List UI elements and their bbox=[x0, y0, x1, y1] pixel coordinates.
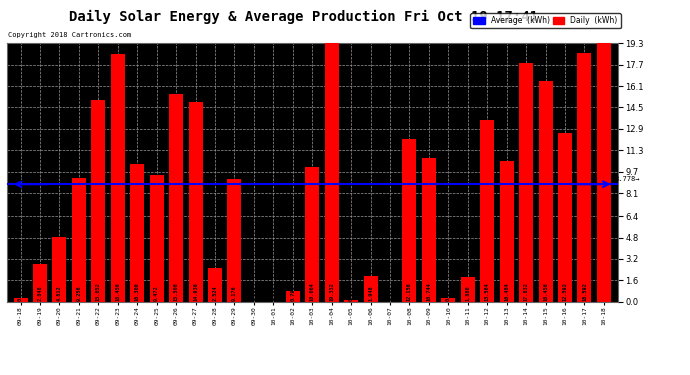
Text: 14.936: 14.936 bbox=[193, 282, 198, 301]
Text: 15.052: 15.052 bbox=[96, 282, 101, 301]
Text: 12.156: 12.156 bbox=[407, 282, 412, 301]
Bar bbox=[111, 54, 125, 302]
Bar bbox=[188, 102, 203, 302]
Legend: Average  (kWh), Daily  (kWh): Average (kWh), Daily (kWh) bbox=[470, 13, 620, 28]
Text: 4.812: 4.812 bbox=[57, 285, 62, 301]
Bar bbox=[169, 94, 183, 302]
Text: 9.176: 9.176 bbox=[232, 285, 237, 301]
Bar bbox=[344, 300, 358, 302]
Text: 10.300: 10.300 bbox=[135, 282, 139, 301]
Text: 1.880: 1.880 bbox=[465, 285, 471, 301]
Text: 9.256: 9.256 bbox=[77, 285, 81, 301]
Text: 13.564: 13.564 bbox=[485, 282, 490, 301]
Text: 8.778→: 8.778→ bbox=[615, 176, 640, 182]
Bar bbox=[402, 139, 417, 302]
Text: 0.160: 0.160 bbox=[348, 285, 353, 301]
Bar bbox=[480, 120, 494, 302]
Text: 19.332: 19.332 bbox=[329, 282, 334, 301]
Bar bbox=[597, 43, 611, 302]
Text: ←8.778: ←8.778 bbox=[12, 176, 37, 182]
Text: 16.456: 16.456 bbox=[543, 282, 548, 301]
Bar bbox=[14, 298, 28, 302]
Text: 2.848: 2.848 bbox=[37, 285, 43, 301]
Bar bbox=[33, 264, 47, 302]
Text: 12.592: 12.592 bbox=[562, 282, 568, 301]
Text: 17.832: 17.832 bbox=[524, 282, 529, 301]
Bar bbox=[578, 53, 591, 302]
Text: 15.508: 15.508 bbox=[174, 282, 179, 301]
Bar bbox=[422, 158, 436, 302]
Text: 10.064: 10.064 bbox=[310, 282, 315, 301]
Bar bbox=[364, 276, 377, 302]
Text: 1.948: 1.948 bbox=[368, 285, 373, 301]
Text: 0.264: 0.264 bbox=[18, 285, 23, 301]
Text: 9.472: 9.472 bbox=[154, 285, 159, 301]
Bar bbox=[442, 298, 455, 302]
Bar bbox=[130, 164, 144, 302]
Bar bbox=[305, 167, 319, 302]
Bar bbox=[558, 133, 572, 302]
Bar bbox=[91, 100, 106, 302]
Bar bbox=[72, 178, 86, 302]
Text: Copyright 2018 Cartronics.com: Copyright 2018 Cartronics.com bbox=[8, 32, 132, 38]
Bar bbox=[228, 179, 242, 302]
Bar bbox=[52, 237, 66, 302]
Bar bbox=[208, 268, 222, 302]
Bar bbox=[539, 81, 553, 302]
Text: 18.456: 18.456 bbox=[115, 282, 120, 301]
Text: 0.000: 0.000 bbox=[271, 285, 276, 301]
Bar bbox=[325, 43, 339, 302]
Bar bbox=[150, 175, 164, 302]
Text: 10.484: 10.484 bbox=[504, 282, 509, 301]
Text: 0.256: 0.256 bbox=[446, 285, 451, 301]
Text: 0.796: 0.796 bbox=[290, 285, 295, 301]
Text: 10.744: 10.744 bbox=[426, 282, 431, 301]
Bar bbox=[500, 161, 513, 302]
Text: 0.000: 0.000 bbox=[388, 285, 393, 301]
Bar bbox=[461, 277, 475, 302]
Text: 18.592: 18.592 bbox=[582, 282, 587, 301]
Bar bbox=[519, 63, 533, 302]
Text: 0.000: 0.000 bbox=[251, 285, 257, 301]
Text: 2.524: 2.524 bbox=[213, 285, 217, 301]
Bar bbox=[286, 291, 299, 302]
Text: Daily Solar Energy & Average Production Fri Oct 19 17:41: Daily Solar Energy & Average Production … bbox=[69, 9, 538, 24]
